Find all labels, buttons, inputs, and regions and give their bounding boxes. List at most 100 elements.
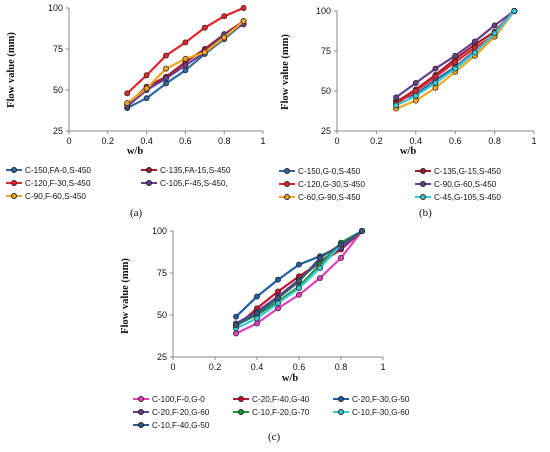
legend-swatch — [6, 191, 22, 201]
data-point — [491, 30, 498, 37]
legend-swatch — [279, 179, 295, 189]
x-tick-label: 0 — [334, 136, 339, 146]
x-tick-label: 0.4 — [251, 362, 264, 372]
legend-swatch — [133, 420, 149, 430]
legend-item: C-10,F-40,G-50 — [133, 420, 209, 430]
legend-item: C-10,F-30,G-60 — [333, 407, 409, 417]
legend-label: C-20,F-30,G-50 — [352, 394, 410, 404]
data-point — [338, 254, 344, 261]
legend-item: C-45,G-105,S-450 — [415, 192, 501, 202]
x-tick-label: 0.8 — [488, 136, 501, 146]
data-point — [275, 276, 281, 283]
legend-label: C-10,F-20,G-70 — [252, 407, 310, 417]
y-tick-label: 50 — [53, 85, 63, 95]
y-axis-title: Flow value (mm) — [6, 32, 17, 108]
legend-label: C-10,F-40,G-50 — [152, 420, 210, 430]
data-point — [359, 228, 365, 234]
chart-panel-c: 0 0.2 0.4 0.6 0.8 1 25 50 75 100 w/b Flow value (mm… — [0, 218, 550, 452]
legend-item: C-20,F-20,G-60 — [133, 407, 209, 417]
data-point — [432, 65, 439, 72]
data-point — [240, 18, 247, 25]
x-tick-label: 0 — [170, 362, 175, 372]
data-point — [275, 295, 281, 302]
legend-label: C-90,G-60,S-450 — [434, 179, 497, 189]
legend-label: C-60,G-90,S-450 — [298, 192, 361, 202]
legend-item: C-150,G-0,S-450 — [279, 166, 360, 176]
x-axis-title: w/b — [400, 146, 417, 157]
data-point — [143, 72, 150, 79]
x-tick-label: 1 — [531, 136, 536, 146]
legend-swatch — [133, 407, 149, 417]
legend-label: C-120,F-30,S-450 — [25, 178, 91, 188]
y-axis-title: Flow value (mm) — [280, 34, 291, 110]
data-point — [432, 80, 439, 86]
data-point — [182, 62, 189, 69]
y-tick-label: 25 — [157, 352, 167, 362]
data-point — [254, 293, 260, 300]
chart-c-svg: 0 0.2 0.4 0.6 0.8 1 25 50 75 100 w/b Flow value (mm… — [120, 226, 386, 384]
data-point — [221, 34, 228, 41]
y-tick-label: 100 — [152, 226, 167, 236]
x-tick-label: 0.4 — [410, 136, 423, 146]
data-point — [240, 5, 247, 11]
data-point — [317, 265, 323, 271]
legend-swatch — [141, 178, 157, 188]
panel-label-b: (b) — [419, 207, 432, 219]
data-point — [182, 39, 189, 46]
legend-item: C-100,F-0,G-0 — [133, 394, 205, 404]
chart-c-legend: C-100,F-0,G-0 C-20,F-40,G-40 C-20,F-30,G-5… — [0, 218, 550, 452]
legend-swatch — [415, 166, 431, 176]
legend-item: C-90,F-60,S-450 — [6, 191, 86, 201]
legend-swatch — [6, 165, 22, 175]
data-point — [221, 13, 228, 20]
data-point — [317, 275, 323, 281]
data-point — [432, 73, 439, 80]
legend-swatch — [333, 394, 349, 404]
chart-panel-b: 0 0.2 0.4 0.6 0.8 1 25 50 75 100 w/b Flow value (mm… — [275, 0, 550, 230]
legend-swatch — [141, 165, 157, 175]
chart-b-svg: 0 0.2 0.4 0.6 0.8 1 25 50 75 100 w/b Flow value (mm… — [280, 6, 537, 157]
legend-swatch — [279, 192, 295, 202]
legend-label: C-150,FA-0,S-450 — [25, 165, 91, 175]
y-tick-label: 50 — [321, 86, 331, 96]
legend-label: C-45,G-105,S-450 — [434, 192, 501, 202]
y-tick-label: 25 — [321, 126, 331, 136]
x-tick-label: 0.8 — [335, 362, 348, 372]
data-point — [452, 59, 459, 66]
data-point — [233, 322, 239, 329]
y-tick-label: 100 — [316, 6, 331, 16]
series-4 — [393, 8, 518, 101]
legend-label: C-100,F-0,G-0 — [152, 394, 205, 404]
legend-swatch — [415, 192, 431, 202]
legend-item: C-150,FA-0,S-450 — [6, 165, 91, 175]
x-tick-label: 0.2 — [370, 136, 383, 146]
x-axis-title: w/b — [127, 146, 144, 157]
data-point — [338, 241, 344, 248]
data-point — [233, 313, 239, 320]
chart-panel-a: 0 0.2 0.4 0.6 0.8 1 25 50 75 100 w/b Flow value (mm… — [0, 0, 275, 230]
data-point — [182, 55, 189, 62]
data-point — [143, 95, 150, 102]
legend-item: C-10,F-20,G-70 — [233, 407, 309, 417]
legend-item: C-120,G-30,S-450 — [279, 179, 365, 189]
data-point — [412, 92, 419, 99]
legend-swatch — [233, 394, 249, 404]
x-tick-label: 1 — [260, 136, 265, 146]
series-5 — [124, 18, 247, 107]
y-tick-label: 75 — [321, 46, 331, 56]
x-tick-label: 0.4 — [140, 136, 153, 146]
legend-label: C-10,F-30,G-60 — [352, 407, 410, 417]
data-point — [163, 65, 169, 72]
legend-swatch — [415, 179, 431, 189]
data-point — [471, 38, 478, 45]
legend-label: C-20,F-40,G-40 — [252, 394, 310, 404]
data-point — [143, 85, 150, 92]
data-point — [254, 310, 260, 317]
data-point — [201, 24, 208, 31]
data-point — [412, 80, 419, 86]
y-tick-label: 50 — [157, 310, 167, 320]
data-point — [163, 75, 169, 82]
series-6 — [393, 8, 518, 109]
data-point — [296, 261, 302, 268]
data-point — [296, 291, 302, 298]
